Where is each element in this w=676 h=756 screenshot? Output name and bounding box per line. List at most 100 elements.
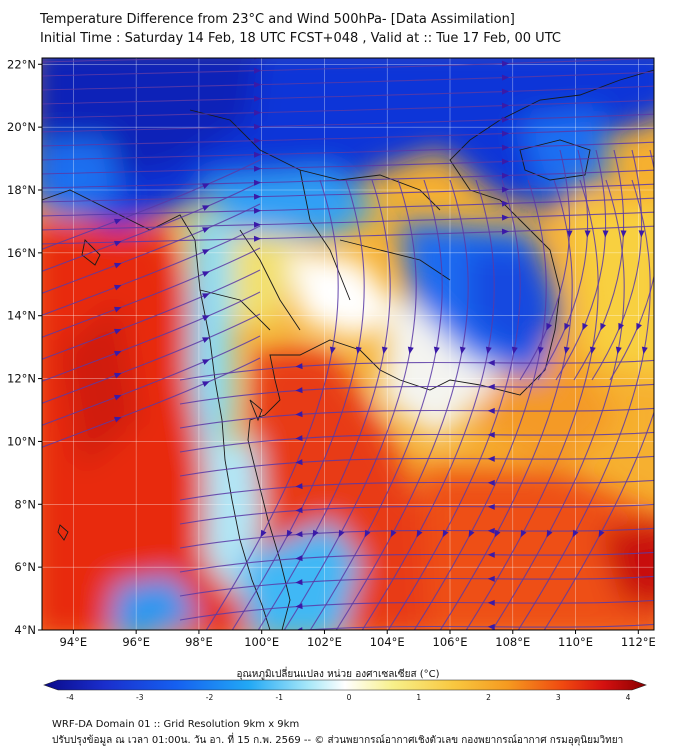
colorbar-tick-label: -2 [206,693,214,702]
colorbar-tick-label: 2 [486,693,491,702]
wind-arrowhead [253,137,262,144]
wind-arrowhead [487,455,495,462]
wind-arrowhead [253,235,262,242]
wind-arrowhead [501,130,510,137]
wind-arrowhead [113,284,122,291]
streamline [283,179,417,630]
streamline [42,99,654,119]
lat-label: 10°N [7,434,36,448]
lon-label: 96°E [122,635,150,649]
wind-arrowhead [338,529,345,538]
wind-arrowhead [589,346,596,355]
streamline [555,149,607,381]
lon-label: 106°E [433,635,468,649]
streamline [42,203,261,294]
wind-arrowhead [295,363,303,370]
wind-arrowhead [487,359,495,366]
wind-arrowhead [253,193,262,200]
wind-arrowhead [501,172,510,179]
wind-arrowhead [202,249,210,255]
streamline [519,149,571,381]
lon-label: 104°E [370,635,405,649]
streamline [179,503,654,525]
wind-arrowhead [598,529,605,538]
streamline [42,247,261,338]
latitude-labels: 22°N 20°N 18°N 16°N 14°N 12°N 10°N 8°N 6°N 4°N [7,57,36,637]
streamline [179,479,654,501]
wind-arrowhead [501,228,510,235]
streamline [309,179,443,630]
colorbar-bar [43,679,647,691]
wind-arrowhead [202,183,210,189]
wind-arrowhead [487,575,495,582]
streamline [179,431,654,453]
lat-label: 4°N [14,623,36,637]
wind-arrowhead [501,186,510,193]
wind-streamlines [42,58,654,630]
streamline [179,455,654,477]
wind-arrowhead [501,144,510,151]
colorbar-tick-label: -1 [276,693,284,702]
wind-arrowhead [295,531,303,538]
wind-arrowhead [468,529,475,538]
streamline [42,155,654,175]
wind-arrowhead [537,346,544,355]
wind-arrowhead [407,346,414,355]
wind-arrowhead [329,346,336,355]
wind-arrowhead [667,347,674,355]
wind-arrowhead [511,346,518,355]
streamline [42,269,261,360]
wind-arrowhead [582,322,588,331]
wind-arrowhead [295,459,303,466]
streamline [179,359,654,381]
lat-label: 16°N [7,246,36,260]
colorbar-tick-label: 0 [347,693,352,702]
wind-arrowhead [260,529,267,538]
wind-arrowhead [295,579,303,586]
axis-ticks [38,63,639,634]
lon-label: 98°E [185,635,213,649]
wind-arrowhead [520,529,527,538]
temperature-field [42,58,654,630]
streamline [179,527,654,549]
wind-arrowhead [563,346,570,355]
wind-arrowhead [615,346,622,355]
wind-arrowhead [202,337,210,343]
streamline [42,169,654,189]
wind-arrowhead [295,411,303,418]
wind-arrowhead [494,529,501,538]
wind-arrows [113,58,674,630]
wind-arrowhead [295,627,303,630]
wind-arrowhead [113,240,122,247]
wind-arrowhead [253,67,262,74]
streamline [42,225,261,316]
wind-arrowhead [253,151,262,158]
lat-label: 12°N [7,372,36,386]
streamline [42,58,228,63]
streamline [231,179,365,630]
streamline [42,225,654,245]
wind-arrowhead [416,529,423,538]
wind-arrowhead [113,306,122,313]
wind-arrowhead [501,102,510,109]
wind-arrowhead [253,95,262,102]
lat-label: 18°N [7,183,36,197]
lon-label: 102°E [307,635,342,649]
wind-arrowhead [364,529,371,538]
wind-arrowhead [487,503,495,510]
wind-arrowhead [253,165,262,172]
wind-arrowhead [600,322,606,331]
wind-arrowhead [485,346,492,355]
wind-arrowhead [253,221,262,228]
streamline [537,149,589,381]
wind-arrowhead [113,372,122,379]
colorbar-ticks: -4 -3 -2 -1 0 1 2 3 4 [66,693,630,702]
footer-update-info: ปรับปรุงข้อมูล ณ เวลา 01:00น. วัน อา. ที… [52,735,624,746]
lon-label: 100°E [244,635,279,649]
wind-arrowhead [546,529,553,538]
colorbar-tick-label: 4 [626,693,631,702]
chart-subtitle: Initial Time : Saturday 14 Feb, 18 UTC F… [40,31,561,46]
wind-arrowhead [487,407,495,414]
wind-arrowhead [202,381,210,387]
wind-arrowhead [641,346,648,355]
